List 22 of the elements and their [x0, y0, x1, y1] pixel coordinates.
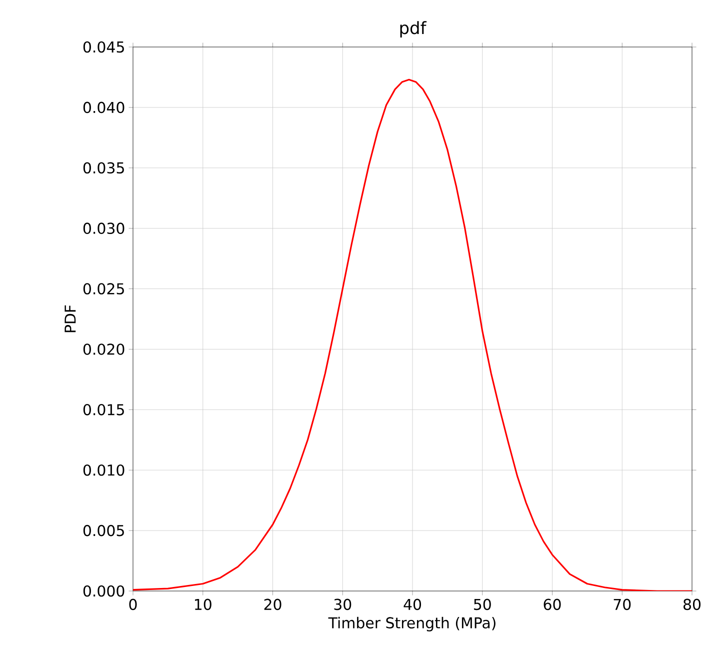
y-tick-label: 0.045: [83, 41, 124, 53]
y-tick-label: 0.030: [83, 222, 124, 234]
x-tick-label: 40: [404, 598, 422, 610]
y-tick-label: 0.035: [83, 162, 124, 174]
x-tick-label: 50: [474, 598, 491, 610]
x-tick-label: 10: [195, 598, 212, 610]
x-tick-label: 80: [684, 598, 701, 610]
y-tick-label: 0.015: [83, 404, 124, 416]
y-tick-label: 0.010: [83, 464, 124, 476]
y-tick-label: 0.005: [83, 524, 124, 536]
y-tick-label: 0.020: [83, 344, 124, 355]
y-tick-label: 0.000: [83, 585, 124, 597]
y-tick-label: 0.040: [83, 102, 124, 114]
x-tick-label: 30: [334, 598, 352, 610]
x-tick-label: 20: [264, 598, 282, 610]
x-tick-label: 0: [129, 598, 137, 610]
y-axis-title: PDF: [64, 305, 76, 332]
chart-title: pdf: [400, 21, 427, 38]
x-tick-label: 60: [544, 598, 561, 610]
x-axis-title: Timber Strength (MPa): [328, 616, 496, 632]
x-tick-label: 70: [614, 598, 631, 610]
y-tick-label: 0.025: [83, 283, 124, 294]
